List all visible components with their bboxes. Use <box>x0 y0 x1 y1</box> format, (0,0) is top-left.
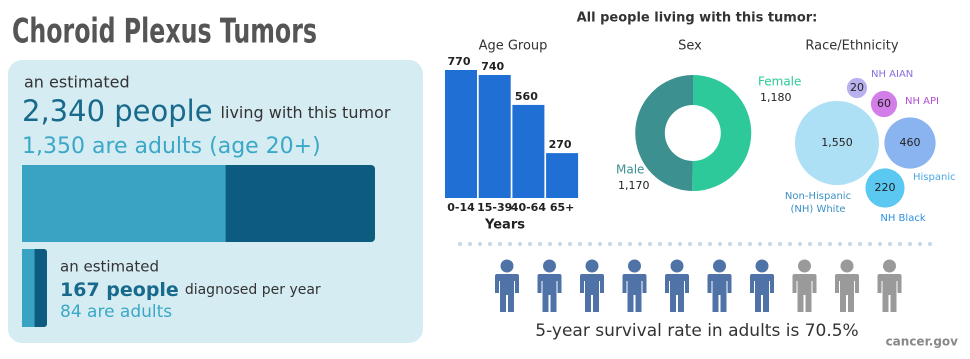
bar <box>546 153 579 198</box>
diagnosed-line: 167 people diagnosed per year <box>60 279 321 301</box>
bar <box>478 74 511 198</box>
pie-slice <box>692 74 752 191</box>
value-label: 770 <box>448 55 471 68</box>
person-body <box>835 274 859 312</box>
bubble <box>870 90 898 118</box>
survival-icons <box>495 259 902 312</box>
bar <box>512 104 545 198</box>
x-tick-label: 65+ <box>550 201 575 214</box>
chart-title: Age Group <box>479 39 548 54</box>
value-label: 220 <box>875 181 896 194</box>
source: cancer.gov <box>886 335 959 349</box>
diagnosed-suffix: diagnosed per year <box>185 282 321 298</box>
bubble <box>884 117 936 169</box>
heading: All people living with this tumor: <box>577 11 818 26</box>
value-label: 270 <box>549 138 572 151</box>
value-label: 1,180 <box>760 91 792 104</box>
person-body <box>877 274 902 312</box>
estimated: an estimated <box>60 258 159 276</box>
people-line: 2,340 people living with this tumor <box>22 94 391 128</box>
adults: 1,350 are adults (age 20+) <box>22 134 321 159</box>
chart-title: Sex <box>678 39 702 54</box>
diagnosed-adults-bar <box>22 249 35 327</box>
survival-text: 5-year survival rate in adults is 70.5% <box>535 321 858 341</box>
value-label: 60 <box>877 97 891 110</box>
person-body <box>750 274 774 312</box>
person-head <box>713 259 726 273</box>
bubble-label: Non-Hispanic (NH) White <box>785 191 851 215</box>
person-head <box>585 259 599 273</box>
x-tick-label: 0-14 <box>447 201 475 214</box>
person-head <box>628 259 641 273</box>
legend-label: Male <box>616 163 644 177</box>
person-head <box>883 259 896 273</box>
value-label: 1,170 <box>618 179 650 192</box>
person-body <box>665 274 689 312</box>
person-body <box>537 274 562 312</box>
diagnosed: 167 people <box>60 279 179 301</box>
person-head <box>500 259 514 273</box>
bar <box>445 70 477 198</box>
people: 2,340 people <box>22 94 213 128</box>
x-axis-label: Years <box>484 218 525 233</box>
value-label: 20 <box>850 81 864 94</box>
bubble-label: NH AIAN <box>871 69 913 80</box>
bubble-label: NH Black <box>880 213 925 224</box>
person-body <box>622 274 647 312</box>
bubble <box>865 168 905 208</box>
person-body <box>495 274 519 312</box>
value-label: 1,550 <box>821 136 853 149</box>
people-suffix: living with this tumor <box>221 103 391 122</box>
person-head <box>840 259 854 273</box>
person-head <box>798 259 811 273</box>
value-label: 740 <box>481 60 504 73</box>
bubble-label: Hispanic <box>913 172 956 183</box>
value-label: 460 <box>900 136 921 149</box>
person-body <box>580 274 604 312</box>
person-body <box>792 274 817 312</box>
adults-bar <box>22 165 226 242</box>
person-body <box>707 274 732 312</box>
title: Choroid Plexus Tumors <box>12 12 317 52</box>
value-label: 560 <box>515 90 538 103</box>
person-head <box>543 259 556 273</box>
estimated: an estimated <box>24 73 130 92</box>
pie-slice <box>635 75 693 191</box>
legend-label: Female <box>758 75 801 89</box>
bubble-label: NH API <box>905 96 939 107</box>
chart-title: Race/Ethnicity <box>805 39 898 54</box>
bubble <box>795 101 879 185</box>
bubble <box>846 77 868 99</box>
x-tick-label: 40-64 <box>511 201 547 214</box>
person-head <box>670 259 684 273</box>
person-head <box>755 259 769 273</box>
x-tick-label: 15-39 <box>477 201 512 214</box>
diagnosed-adults: 84 are adults <box>60 302 172 322</box>
